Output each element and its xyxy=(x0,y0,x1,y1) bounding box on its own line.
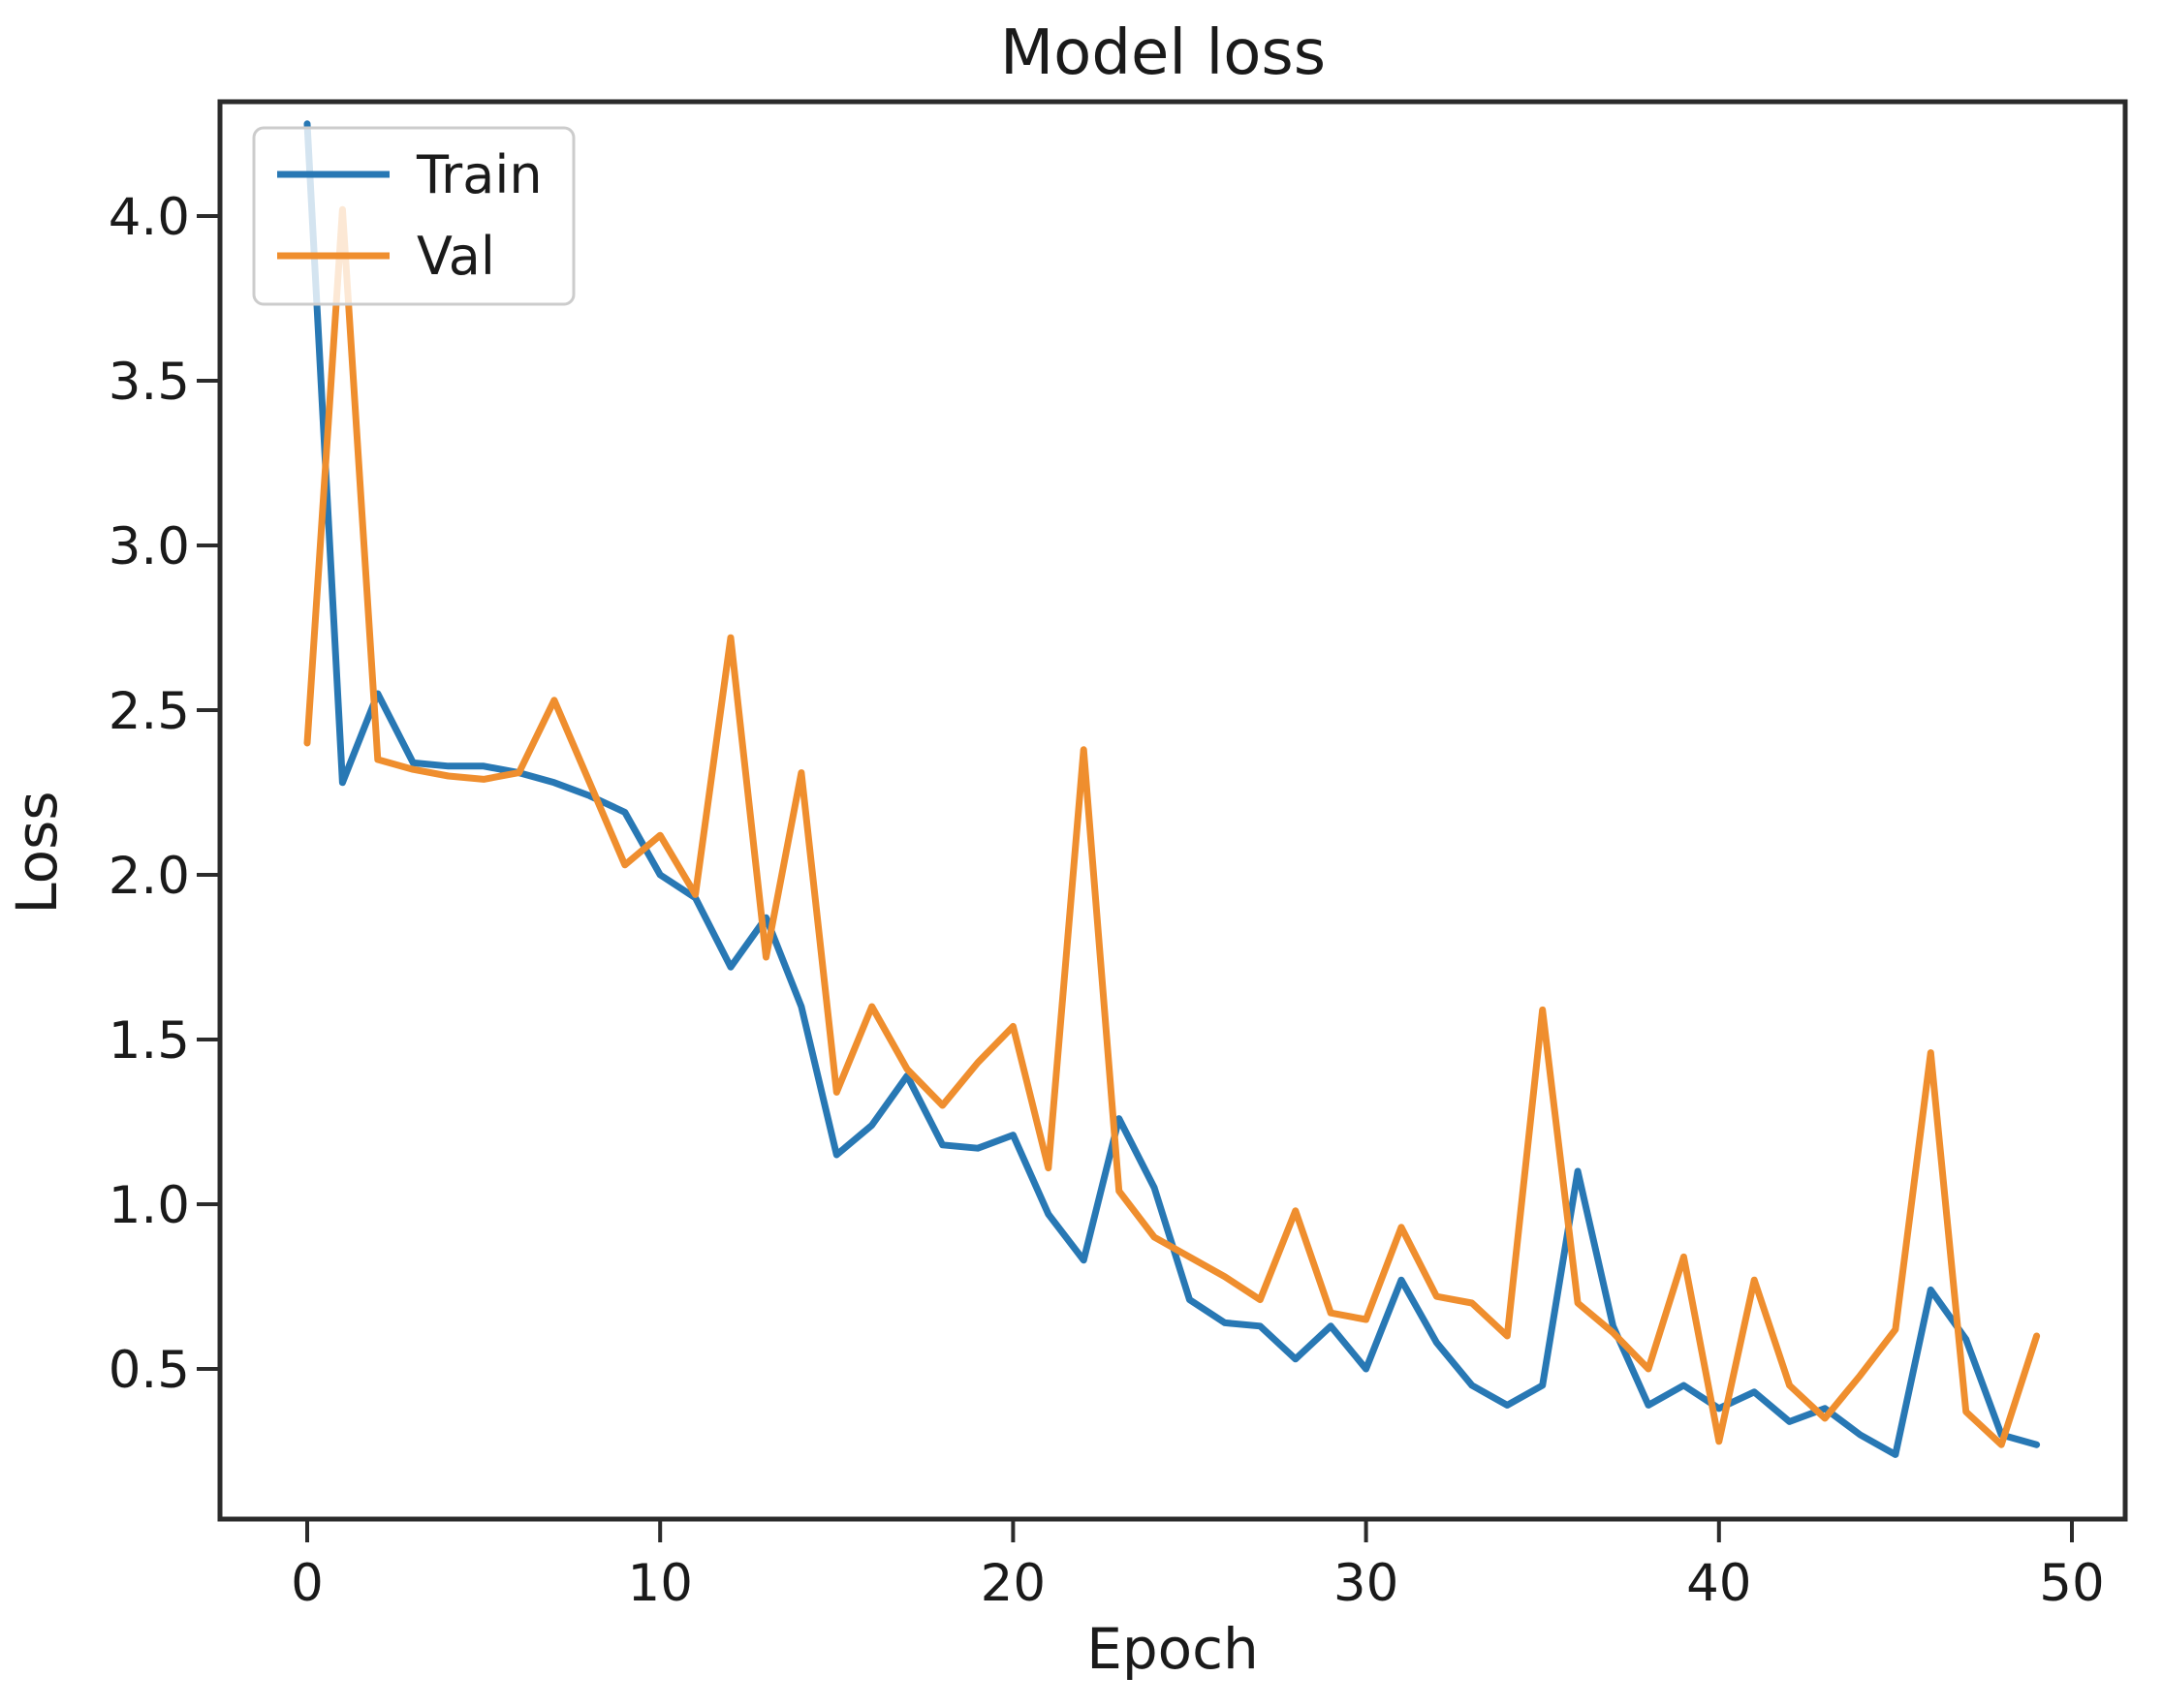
x-tick-label: 0 xyxy=(291,1554,324,1613)
x-tick-label: 50 xyxy=(2039,1554,2104,1613)
legend: Train Val xyxy=(252,126,576,306)
page-title: Model loss xyxy=(1000,17,1326,89)
plot-area xyxy=(217,99,2128,1522)
data-series xyxy=(303,120,2041,1458)
x-tick-label: 30 xyxy=(1333,1554,1398,1613)
y-axis-label: Loss xyxy=(4,791,70,914)
val-line xyxy=(303,205,2041,1448)
y-tick-label: 0.5 xyxy=(109,1341,190,1400)
axis-ticks: 0 10 20 30 40 50 0.5 1.0 1.5 2.0 2.5 3.0 3.5 4.0 xyxy=(109,188,2105,1613)
y-tick-label: 1.0 xyxy=(109,1176,190,1235)
x-tick-label: 10 xyxy=(627,1554,692,1613)
x-tick-label: 20 xyxy=(981,1554,1046,1613)
y-tick-label: 2.5 xyxy=(109,682,190,741)
x-axis-label: Epoch xyxy=(1086,1616,1259,1682)
legend-val-label: Val xyxy=(417,226,495,287)
legend-train-label: Train xyxy=(416,144,543,205)
x-tick-label: 40 xyxy=(1686,1554,1751,1613)
y-tick-label: 4.0 xyxy=(109,188,190,247)
y-tick-label: 1.5 xyxy=(109,1011,190,1071)
y-tick-label: 2.0 xyxy=(109,847,190,906)
y-tick-label: 3.0 xyxy=(109,517,190,576)
y-tick-label: 3.5 xyxy=(109,353,190,412)
